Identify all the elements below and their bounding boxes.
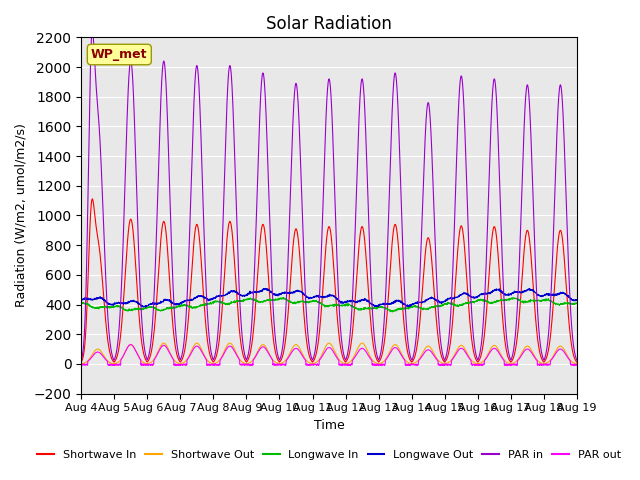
Longwave In — [354, 306, 362, 312]
Shortwave In — [88, 196, 96, 202]
Line: Longwave In: Longwave In — [81, 298, 577, 312]
PAR out — [77, 362, 85, 368]
Shortwave Out — [77, 361, 85, 367]
PAR in — [530, 208, 538, 214]
Longwave Out — [530, 288, 538, 294]
PAR in — [355, 140, 362, 145]
Line: Longwave Out: Longwave Out — [81, 288, 577, 307]
Y-axis label: Radiation (W/m2, umol/m2/s): Radiation (W/m2, umol/m2/s) — [15, 123, 28, 307]
Shortwave In — [343, 357, 351, 363]
Longwave In — [216, 299, 223, 304]
Longwave Out — [344, 298, 351, 303]
Longwave In — [77, 300, 85, 306]
Longwave Out — [77, 298, 85, 303]
X-axis label: Time: Time — [314, 419, 344, 432]
Legend: Shortwave In, Shortwave Out, Longwave In, Longwave Out, PAR in, PAR out: Shortwave In, Shortwave Out, Longwave In… — [33, 445, 625, 464]
Longwave Out — [216, 293, 223, 299]
Line: PAR out: PAR out — [81, 345, 577, 365]
PAR out — [473, 362, 481, 368]
Shortwave Out — [343, 360, 351, 366]
Shortwave Out — [543, 360, 551, 366]
Longwave In — [343, 301, 351, 307]
PAR in — [573, 357, 580, 363]
Shortwave In — [473, 359, 481, 364]
Shortwave Out — [216, 357, 223, 363]
Longwave Out — [573, 297, 580, 303]
Line: PAR in: PAR in — [81, 31, 577, 360]
PAR out — [543, 361, 551, 367]
Shortwave In — [543, 352, 551, 358]
PAR in — [216, 300, 224, 306]
PAR in — [344, 352, 351, 358]
PAR out — [216, 361, 223, 367]
PAR in — [88, 28, 96, 34]
Longwave Out — [355, 299, 362, 305]
Shortwave Out — [573, 361, 580, 367]
Longwave Out — [262, 286, 269, 291]
PAR out — [530, 353, 538, 359]
PAR in — [77, 357, 85, 363]
Longwave In — [280, 295, 287, 300]
Shortwave In — [354, 258, 362, 264]
Shortwave In — [216, 334, 223, 340]
Longwave In — [388, 309, 396, 315]
Longwave Out — [543, 291, 551, 297]
Longwave Out — [141, 304, 149, 310]
Shortwave In — [530, 288, 538, 294]
PAR in — [473, 356, 481, 361]
Shortwave Out — [354, 346, 362, 351]
PAR out — [354, 349, 362, 355]
PAR out — [444, 362, 452, 368]
Shortwave In — [77, 359, 85, 365]
Longwave In — [530, 297, 538, 303]
Shortwave In — [573, 359, 580, 365]
Shortwave Out — [160, 340, 168, 346]
Line: Shortwave In: Shortwave In — [81, 199, 577, 362]
PAR out — [127, 342, 134, 348]
Longwave In — [473, 299, 481, 304]
Shortwave Out — [529, 351, 537, 357]
Text: WP_met: WP_met — [91, 48, 148, 61]
PAR out — [573, 362, 580, 368]
Line: Shortwave Out: Shortwave Out — [81, 343, 577, 364]
PAR out — [343, 362, 351, 368]
Longwave In — [543, 297, 551, 302]
Longwave Out — [473, 294, 481, 300]
Title: Solar Radiation: Solar Radiation — [266, 15, 392, 33]
Shortwave Out — [473, 360, 481, 366]
PAR in — [543, 343, 551, 348]
Longwave In — [573, 300, 580, 306]
PAR in — [110, 358, 118, 363]
Shortwave In — [441, 360, 449, 365]
